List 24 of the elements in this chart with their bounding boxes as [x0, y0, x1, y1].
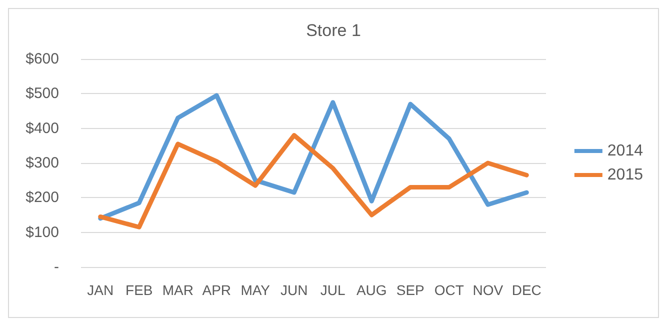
line-series [98, 93, 529, 221]
line-series [98, 133, 529, 230]
y-tick-label: $200 [26, 189, 59, 206]
y-tick-label: $500 [26, 85, 59, 102]
y-tick-label: $600 [26, 50, 59, 68]
x-tick-label: MAY [240, 282, 271, 298]
x-tick-label: FEB [126, 282, 153, 298]
x-tick-label: JUN [280, 282, 308, 298]
x-tick-label: MAR [162, 282, 194, 298]
y-tick-label: - [54, 258, 59, 276]
y-tick-label: $400 [26, 120, 59, 137]
x-tick-label: AUG [356, 282, 387, 298]
chart-title: Store 1 [306, 21, 361, 40]
x-tick-label: JUL [320, 282, 346, 298]
x-tick-label: JAN [87, 282, 114, 298]
x-tick-label: DEC [512, 282, 542, 298]
legend-label: 2015 [607, 166, 644, 184]
x-tick-label: APR [202, 282, 232, 298]
y-tick-label: $300 [26, 154, 59, 172]
y-tick-label: $100 [26, 224, 59, 241]
legend-label: 2014 [607, 142, 644, 160]
x-tick-label: SEP [396, 282, 424, 298]
x-tick-label: NOV [472, 282, 504, 298]
x-tick-label: OCT [434, 282, 464, 298]
